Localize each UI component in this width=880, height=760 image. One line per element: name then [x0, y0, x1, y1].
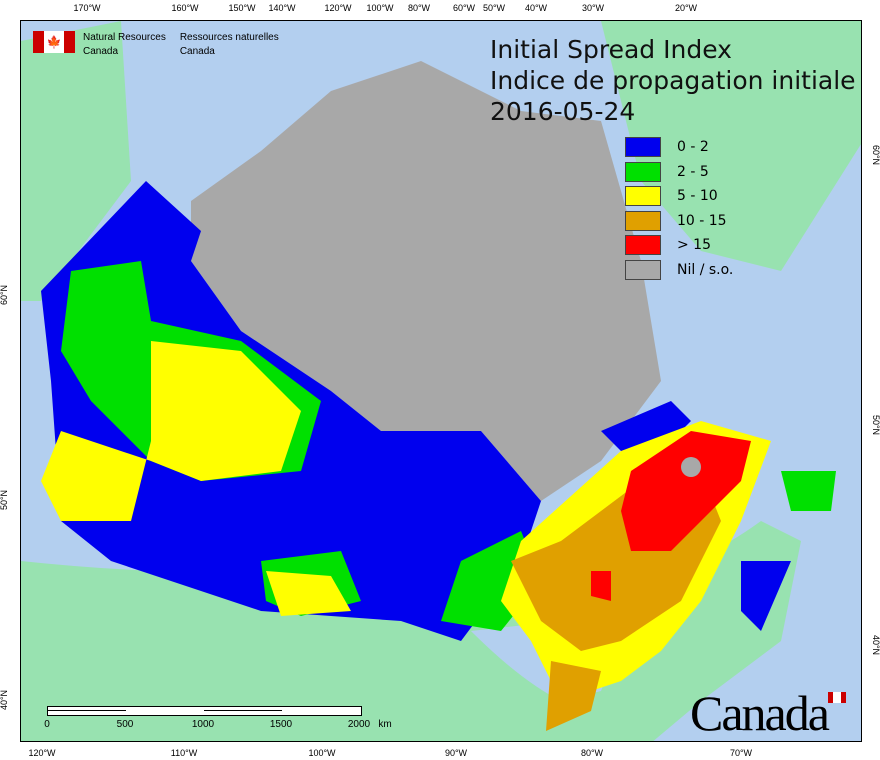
scale-label: 0 [44, 719, 50, 730]
scale-bar [47, 706, 362, 716]
nil-patch [681, 457, 701, 477]
legend-item: > 15 [625, 233, 733, 258]
map-svg [21, 21, 861, 741]
legend-swatch [625, 186, 661, 207]
scale-label: 2000 [347, 719, 371, 730]
top-tick: 170°W [73, 3, 101, 13]
top-tick: 100°W [366, 3, 394, 13]
legend-swatch [625, 161, 661, 182]
canada-flag-icon: 🍁 [33, 31, 75, 53]
top-tick: 30°W [581, 3, 605, 13]
agency-fr: Ressources naturelles [179, 32, 279, 43]
top-tick: 60°W [452, 3, 476, 13]
scale-label: 1000 [191, 719, 215, 730]
legend-label: 10 - 15 [677, 212, 727, 229]
bottom-tick: 100°W [308, 748, 336, 758]
legend-item: 10 - 15 [625, 209, 733, 234]
legend-label: 0 - 2 [677, 139, 709, 156]
map-title: Initial Spread Index Indice de propagati… [490, 34, 856, 127]
agency-en: Natural Resources [83, 32, 166, 43]
legend-label: Nil / s.o. [677, 261, 734, 278]
bottom-tick: 80°W [580, 748, 604, 758]
legend-item: 5 - 10 [625, 184, 733, 209]
top-tick: 40°W [524, 3, 548, 13]
isi-zone-over-15 [591, 431, 751, 601]
title-date: 2016-05-24 [490, 97, 636, 126]
top-tick: 120°W [324, 3, 352, 13]
bottom-tick: 70°W [729, 748, 753, 758]
left-tick: 50°N [0, 489, 10, 511]
left-tick: 60°N [0, 284, 10, 306]
top-tick: 150°W [228, 3, 256, 13]
legend-label: 5 - 10 [677, 188, 718, 205]
alaska-landmass [21, 21, 131, 301]
legend-swatch [625, 137, 661, 158]
scale-unit: km [378, 719, 392, 730]
map-canvas [20, 20, 862, 742]
legend-swatch [625, 259, 661, 280]
legend-swatch [625, 235, 661, 256]
title-fr: Indice de propagation initiale [490, 66, 856, 95]
top-tick: 80°W [407, 3, 431, 13]
canada-wordmark: Canada [690, 685, 830, 741]
agency-fr-2: Canada [179, 46, 215, 57]
legend-item: 2 - 5 [625, 160, 733, 185]
bottom-tick: 120°W [28, 748, 56, 758]
legend: 0 - 2 2 - 5 5 - 10 10 - 15 > 15 Nil / s.o. [625, 135, 733, 282]
right-tick: 40°N [870, 634, 880, 656]
legend-label: 2 - 5 [677, 163, 709, 180]
right-tick: 60°N [870, 144, 880, 166]
left-tick: 40°N [0, 689, 10, 711]
legend-label: > 15 [677, 237, 711, 254]
title-en: Initial Spread Index [490, 35, 732, 64]
top-tick: 140°W [268, 3, 296, 13]
scale-label: 500 [116, 719, 134, 730]
bottom-tick: 110°W [170, 748, 198, 758]
legend-item: 0 - 2 [625, 135, 733, 160]
nrcan-signature: 🍁 Natural Resources Canada Ressources nat… [33, 31, 279, 59]
right-tick: 50°N [870, 414, 880, 436]
scale-label: 1500 [269, 719, 293, 730]
isi-zone-2-5 [61, 261, 836, 631]
arctic-islands [191, 61, 661, 501]
top-tick: 20°W [674, 3, 698, 13]
agency-en-2: Canada [83, 46, 119, 57]
wordmark-flag-icon [828, 692, 846, 703]
legend-swatch [625, 210, 661, 231]
greenland-landmass [601, 21, 861, 271]
bottom-tick: 90°W [444, 748, 468, 758]
legend-item: Nil / s.o. [625, 258, 733, 283]
top-tick: 160°W [171, 3, 199, 13]
top-tick: 50°W [482, 3, 506, 13]
isi-zone-5-10 [41, 341, 351, 616]
